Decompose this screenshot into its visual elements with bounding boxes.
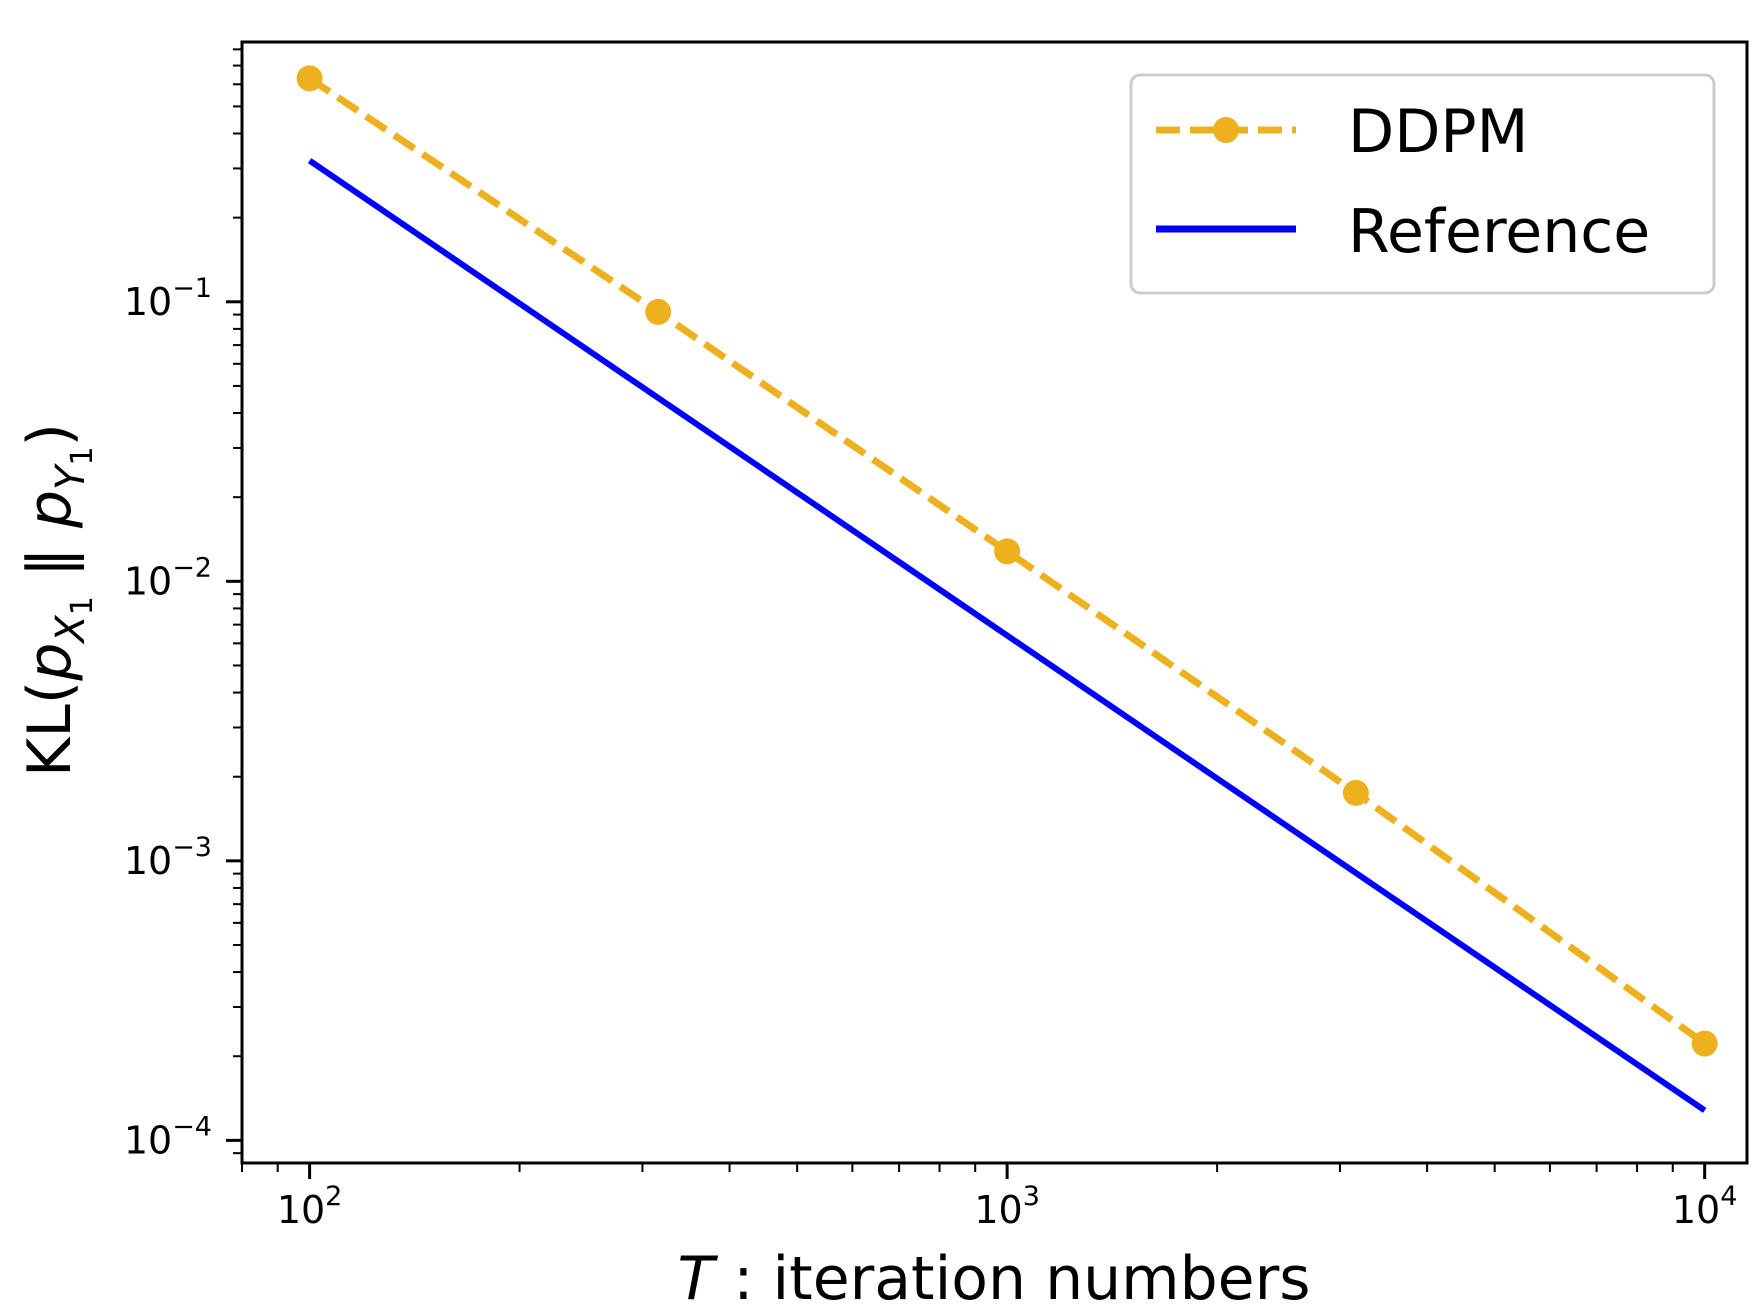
x-tick-base: 10 [974, 1188, 1022, 1232]
x-tick-label: 104 [1672, 1181, 1738, 1232]
x-tick-base: 10 [1672, 1188, 1720, 1232]
y-axis-label-x-index: 1 [65, 596, 100, 615]
x-axis-label-variable: T [678, 1244, 719, 1309]
y-tick-base: 10 [124, 559, 172, 603]
y-tick-base: 10 [124, 280, 172, 324]
data-point-ddpm [1342, 779, 1369, 806]
y-tick-label: 10−2 [124, 552, 212, 603]
y-axis-label-p1: p [15, 643, 85, 682]
plot-frame [240, 40, 1749, 1165]
y-axis-label-y: Y [48, 462, 94, 490]
x-tick-exponent: 3 [1023, 1181, 1040, 1212]
series-line-ddpm [307, 75, 1707, 1047]
y-tick-base: 10 [124, 1118, 172, 1162]
y-axis-label-separator: ‖ [15, 528, 85, 596]
y-axis-label-x: X [48, 614, 94, 645]
y-tick-base: 10 [124, 839, 172, 883]
x-tick-label: 102 [277, 1181, 343, 1232]
y-axis-label-y-index: 1 [65, 446, 100, 465]
y-axis-label-prefix: KL( [15, 681, 85, 777]
data-point-ddpm [994, 538, 1021, 565]
x-tick-base: 10 [277, 1188, 325, 1232]
series-line-reference [307, 158, 1707, 1113]
y-axis-label-suffix: ) [15, 423, 85, 446]
y-tick-exponent: −2 [172, 552, 212, 583]
legend-label-ddpm: DDPM [1348, 97, 1528, 167]
x-tick-label: 103 [974, 1181, 1040, 1232]
y-tick-exponent: −3 [172, 832, 212, 863]
major-ticks [226, 300, 1707, 1179]
x-tick-exponent: 2 [325, 1181, 342, 1212]
y-tick-label: 10−1 [124, 273, 212, 324]
x-axis-label: T : iteration numbers [678, 1244, 1311, 1309]
y-tick-exponent: −1 [172, 273, 212, 304]
x-axis-label-text: : iteration numbers [714, 1244, 1310, 1309]
legend-label-reference: Reference [1348, 197, 1650, 267]
y-axis-label: KL(pX1 ‖ pY1) [15, 423, 100, 777]
x-tick-exponent: 4 [1720, 1181, 1737, 1212]
data-point-ddpm [296, 65, 323, 92]
y-tick-exponent: −4 [172, 1111, 212, 1142]
legend-marker-ddpm [1213, 117, 1239, 143]
y-axis-label-p2: p [15, 490, 85, 529]
y-tick-label: 10−4 [124, 1111, 212, 1162]
data-point-ddpm [645, 298, 672, 325]
y-tick-label: 10−3 [124, 832, 212, 883]
data-point-ddpm [1691, 1030, 1718, 1057]
series-layer [296, 65, 1718, 1113]
legend: DDPM Reference [1129, 73, 1716, 295]
